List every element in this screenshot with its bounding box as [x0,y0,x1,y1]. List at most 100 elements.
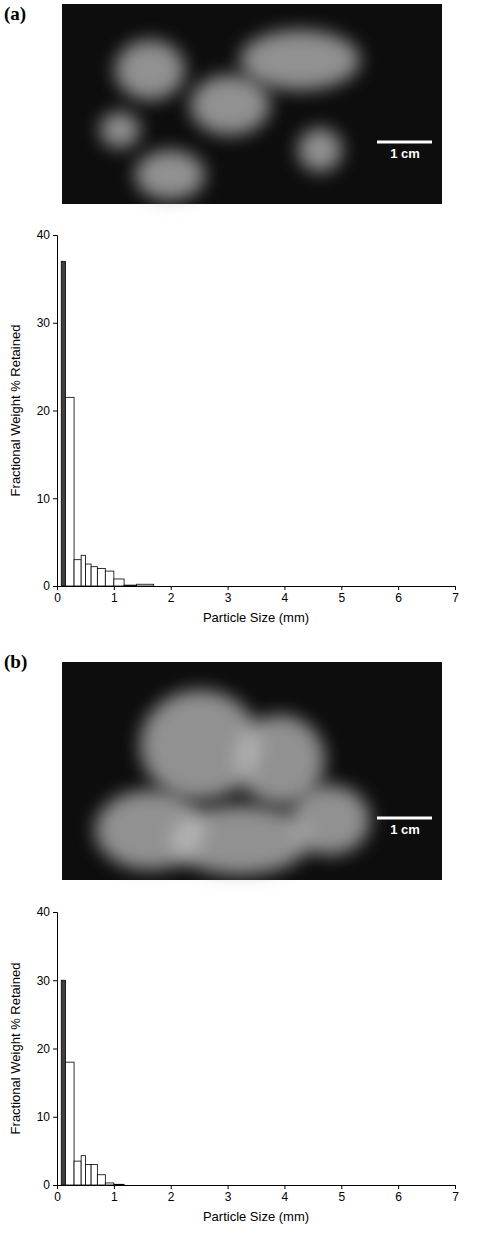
y-tick-label: 20 [37,404,51,418]
photo-blob [170,805,310,875]
x-tick: 4 [282,586,289,605]
bar [97,568,105,586]
x-tick-mark [114,586,115,590]
bars [61,261,153,586]
y-tick-mark [53,586,57,587]
bar [91,567,97,586]
x-tick-label: 4 [282,591,289,605]
x-tick: 3 [225,586,232,605]
x-tick-mark [341,586,342,590]
x-axis-line [58,1186,456,1190]
scale-bar [377,141,432,144]
panel: 1 cm (a) 0 1 2 3 4 5 6 7 0 10 20 30 40 Particle Size (m… [4,3,459,625]
x-tick-mark [284,1185,285,1189]
bar [85,564,91,586]
x-tick-mark [171,1185,172,1189]
bar [74,1161,81,1185]
bar [81,1156,85,1185]
panel: 1 cm(b)01234567010203040Particle Size (m… [4,651,459,1224]
bar [81,555,85,586]
photo-blob [290,785,370,855]
y-tick: 30 [37,316,57,330]
y-tick-mark [53,980,57,981]
x-tick-label: 0 [54,591,61,605]
photo-blob [190,75,270,135]
y-axis-title: Fractional Weight % Retained [8,963,23,1135]
x-tick: 4 [282,1185,289,1204]
x-tick-mark [114,1185,115,1189]
x-tick-label: 5 [338,591,345,605]
y-tick-mark [53,411,57,412]
photo-blob [135,150,205,200]
y-tick: 40 [37,228,57,242]
panel-label: (a) [4,3,26,25]
x-tick-label: 5 [338,1190,345,1204]
x-tick-mark [228,586,229,590]
x-tick: 1 [111,1185,118,1204]
y-tick: 40 [37,905,57,919]
bar [85,1165,91,1185]
bar [105,571,114,586]
x-tick: 6 [395,586,402,605]
x-tick-mark [455,586,456,590]
photo-blob [115,40,185,100]
y-tick-mark [53,323,57,324]
bar [124,585,137,586]
photo-blob [100,112,140,148]
y-axis: 0 10 20 30 40 [37,228,58,593]
bar [66,1062,75,1185]
y-tick-mark [53,1049,57,1050]
bar [114,579,124,586]
x-axis-title: Particle Size (mm) [203,610,309,625]
y-tick-mark [53,912,57,913]
x-tick-label: 2 [168,591,175,605]
x-tick-label: 1 [111,591,118,605]
x-tick-label: 4 [282,1190,289,1204]
scale-bar-label: 1 cm [390,822,420,837]
scale-bar-label: 1 cm [390,146,420,161]
x-tick-mark [398,1185,399,1189]
x-tick-mark [228,1185,229,1189]
bar [114,1184,124,1185]
x-tick-label: 1 [111,1190,118,1204]
y-tick-mark [53,1117,57,1118]
y-axis-title: Fractional Weight % Retained [8,325,23,497]
scale-bar [377,817,432,820]
y-axis: 010203040 [37,905,58,1192]
y-tick: 0 [43,579,57,593]
y-tick-mark [53,235,57,236]
x-tick-label: 2 [168,1190,175,1204]
x-tick-label: 7 [452,591,459,605]
bar [66,397,75,586]
y-axis-line [53,236,58,587]
y-tick: 30 [37,974,57,988]
figure: 1 cm(a)01234567010203040Particle Size (m… [0,0,489,1235]
x-tick: 7 [452,586,459,605]
x-tick-label: 6 [395,591,402,605]
x-tick-mark [171,586,172,590]
photo: 1 cm [62,662,442,880]
y-tick-label: 40 [37,905,51,919]
x-tick: 6 [395,1185,402,1204]
y-tick-label: 30 [37,316,51,330]
bar [137,1185,154,1186]
y-tick-mark [53,498,57,499]
x-tick-label: 3 [225,591,232,605]
x-tick-mark [284,586,285,590]
bar [91,1165,97,1185]
bar [105,1183,114,1185]
bar [61,980,65,1185]
y-tick-label: 10 [37,492,51,506]
photo-ground [62,4,442,204]
x-tick-label: 6 [395,1190,402,1204]
x-tick: 1 [111,586,118,605]
x-tick: 0 [54,1185,61,1204]
y-tick-label: 40 [37,228,51,242]
x-axis: 0 1 2 3 4 5 6 7 [54,586,459,605]
bar [137,584,154,586]
x-tick-label: 7 [452,1190,459,1204]
bar [74,560,81,586]
y-tick-label: 10 [37,1110,51,1124]
y-tick-label: 0 [43,1178,50,1192]
x-tick: 3 [225,1185,232,1204]
